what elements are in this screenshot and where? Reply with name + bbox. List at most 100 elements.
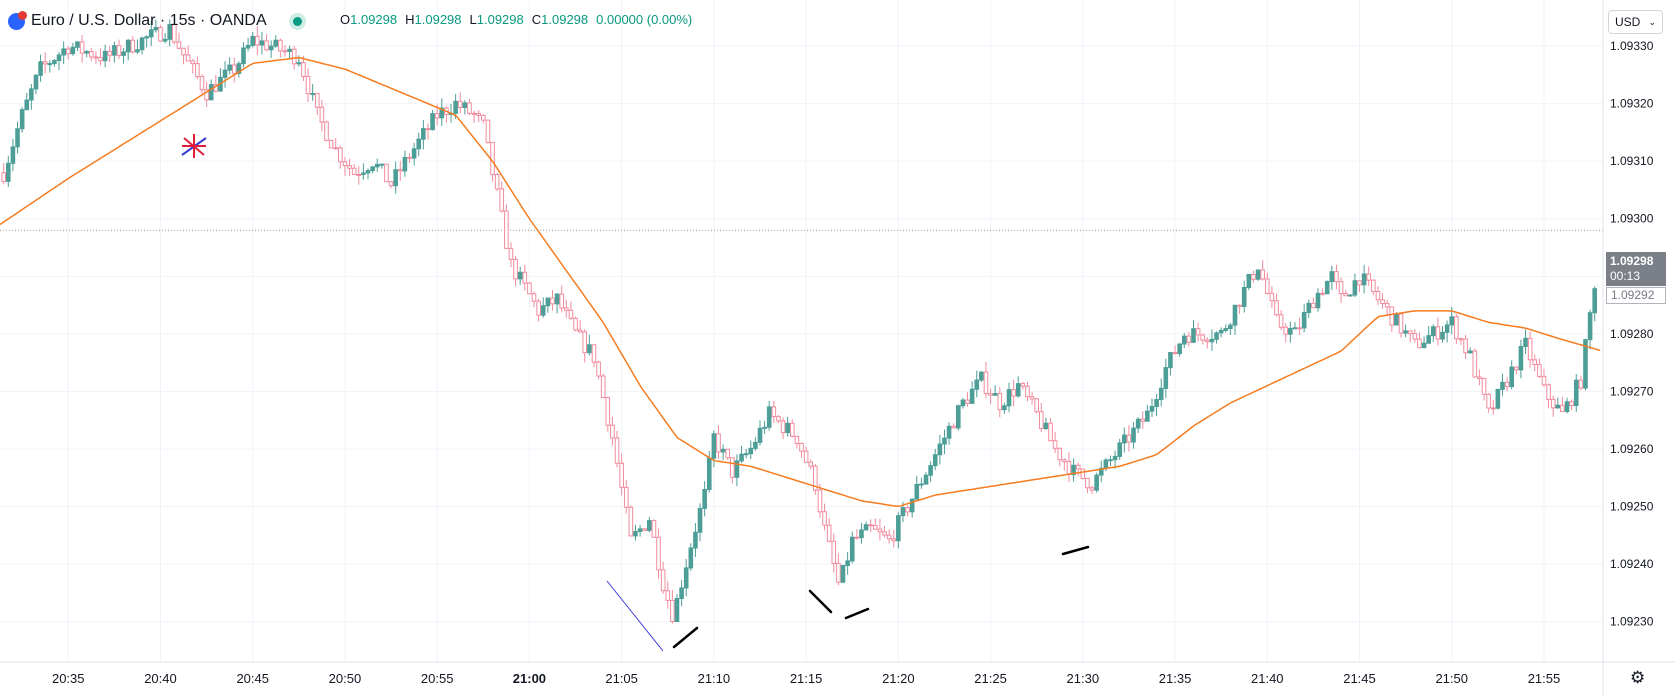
candle-up xyxy=(969,388,975,404)
candle-down xyxy=(513,258,518,280)
candle-down xyxy=(338,147,343,163)
candle-down xyxy=(1407,330,1413,335)
candle-up xyxy=(268,45,274,51)
currency-value: USD xyxy=(1615,15,1641,29)
currency-select[interactable]: USD ⌄ xyxy=(1608,10,1663,34)
candle-down xyxy=(356,173,362,176)
candle-up xyxy=(637,528,643,532)
time-tick-label: 21:20 xyxy=(882,671,915,686)
candle-down xyxy=(573,317,578,331)
candle-down xyxy=(813,465,818,491)
price-tick-label: 1.09310 xyxy=(1610,154,1654,168)
candle-up xyxy=(1108,459,1113,462)
candle-up xyxy=(1444,324,1450,333)
candle-down xyxy=(794,435,800,444)
candle-up xyxy=(1573,379,1579,406)
marker-stroke[interactable] xyxy=(1061,545,1090,556)
candle-down xyxy=(471,112,477,115)
candle-down xyxy=(780,420,786,434)
time-tick-label: 20:35 xyxy=(52,671,85,686)
candle-down xyxy=(1089,487,1095,491)
candle-down xyxy=(1075,464,1081,470)
time-tick-label: 20:55 xyxy=(421,671,454,686)
candle-down xyxy=(730,457,735,478)
candle-up xyxy=(859,529,864,539)
candle-down xyxy=(1389,306,1395,326)
candle-down xyxy=(1251,273,1256,280)
candle-up xyxy=(1168,352,1173,369)
candle-up xyxy=(932,454,938,467)
time-tick-label: 21:45 xyxy=(1343,671,1376,686)
candle-down xyxy=(628,506,634,537)
candle-down xyxy=(190,60,196,65)
candle-up xyxy=(1103,459,1109,469)
candle-down xyxy=(1560,404,1565,413)
candle-down xyxy=(158,26,163,42)
candle-up xyxy=(19,109,25,130)
candle-down xyxy=(1062,459,1067,463)
time-tick-label: 21:30 xyxy=(1067,671,1100,686)
candle-down xyxy=(1320,292,1325,295)
candle-up xyxy=(259,40,265,46)
marker-stroke[interactable] xyxy=(844,607,870,620)
time-tick-label: 21:55 xyxy=(1528,671,1561,686)
candle-down xyxy=(577,329,583,333)
candle-down xyxy=(434,113,440,119)
candle-down xyxy=(1550,398,1556,409)
candle-up xyxy=(430,113,435,131)
candle-down xyxy=(614,437,620,464)
marker-stroke[interactable] xyxy=(808,589,833,614)
trend-line[interactable] xyxy=(606,580,664,652)
candle-down xyxy=(591,344,597,363)
change-value: 0.00000 (0.00%) xyxy=(596,12,693,27)
candle-down xyxy=(1463,338,1468,354)
candle-down xyxy=(891,538,897,542)
gear-icon[interactable]: ⚙ xyxy=(1630,668,1646,687)
candle-down xyxy=(1477,376,1482,379)
candle-down xyxy=(1186,335,1192,343)
candle-down xyxy=(531,293,537,302)
candle-down xyxy=(1398,313,1404,334)
candle-down xyxy=(199,76,205,91)
open-value: 1.09298 xyxy=(350,12,398,27)
symbol-title[interactable]: Euro / U.S. Dollar · 15s · OANDA xyxy=(31,12,267,29)
candle-down xyxy=(291,48,297,65)
price-tick-label: 1.09230 xyxy=(1610,615,1654,629)
candle-down xyxy=(407,156,412,159)
candle-up xyxy=(1394,313,1399,326)
candle-up xyxy=(1564,401,1570,413)
price-tick-label: 1.09250 xyxy=(1610,500,1654,514)
marker-stroke[interactable] xyxy=(672,626,699,649)
candle-up xyxy=(411,148,417,159)
candle-up xyxy=(1098,467,1104,476)
time-tick-label: 20:50 xyxy=(329,671,362,686)
candle-up xyxy=(148,29,154,38)
candle-down xyxy=(1025,385,1030,398)
candle-down xyxy=(1264,278,1270,294)
candle-up xyxy=(1495,388,1501,409)
candle-down xyxy=(716,433,721,453)
candle-up xyxy=(1246,273,1252,289)
candle-up xyxy=(1043,422,1049,430)
cross-marker[interactable] xyxy=(181,134,207,158)
candle-down xyxy=(1546,384,1551,400)
candle-up xyxy=(241,47,246,65)
candle-up xyxy=(1131,427,1136,443)
time-tick-label: 20:40 xyxy=(144,671,177,686)
candle-down xyxy=(1311,302,1316,309)
candle-down xyxy=(1454,316,1459,340)
candle-up xyxy=(84,51,89,54)
candle-down xyxy=(79,41,85,54)
candle-down xyxy=(882,531,887,536)
candle-down xyxy=(1274,300,1279,316)
candle-down xyxy=(1435,326,1441,340)
candle-up xyxy=(135,49,140,53)
candle-up xyxy=(33,74,39,90)
candle-down xyxy=(1297,327,1302,330)
user-drawings[interactable] xyxy=(181,134,1090,652)
candle-up xyxy=(702,489,707,509)
candle-down xyxy=(342,161,348,167)
bar-countdown: 00:13 xyxy=(1610,269,1641,283)
candle-up xyxy=(361,172,366,175)
